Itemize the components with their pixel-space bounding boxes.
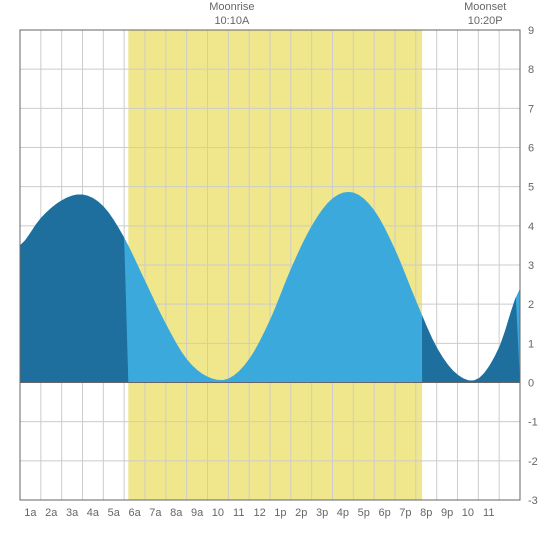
svg-text:3p: 3p <box>316 507 328 519</box>
svg-text:10: 10 <box>212 507 224 519</box>
svg-text:7p: 7p <box>399 507 411 519</box>
header-time: 10:10A <box>202 14 262 28</box>
svg-text:4a: 4a <box>87 507 100 519</box>
svg-text:6: 6 <box>528 143 534 155</box>
moonrise-label: Moonrise10:10A <box>202 0 262 29</box>
header-time: 10:20P <box>455 14 515 28</box>
svg-text:-3: -3 <box>528 495 538 507</box>
svg-text:7: 7 <box>528 103 534 115</box>
svg-text:0: 0 <box>528 378 534 390</box>
svg-text:3: 3 <box>528 260 534 272</box>
svg-text:2a: 2a <box>45 507 58 519</box>
svg-text:8a: 8a <box>170 507 183 519</box>
svg-text:4p: 4p <box>337 507 349 519</box>
svg-text:11: 11 <box>233 507 244 519</box>
svg-text:3a: 3a <box>66 507 79 519</box>
svg-text:2p: 2p <box>295 507 307 519</box>
header-title: Moonrise <box>202 0 262 14</box>
svg-text:6p: 6p <box>378 507 390 519</box>
svg-text:9a: 9a <box>191 507 204 519</box>
svg-text:8: 8 <box>528 64 534 76</box>
svg-text:9: 9 <box>528 25 534 37</box>
svg-text:9p: 9p <box>441 507 453 519</box>
svg-text:5: 5 <box>528 182 534 194</box>
svg-text:1a: 1a <box>24 507 37 519</box>
svg-text:8p: 8p <box>420 507 432 519</box>
svg-text:11: 11 <box>483 507 494 519</box>
svg-text:1: 1 <box>528 338 534 350</box>
svg-text:10: 10 <box>462 507 474 519</box>
tide-chart: -3-2-101234567891a2a3a4a5a6a7a8a9a101112… <box>0 0 550 550</box>
svg-text:2: 2 <box>528 299 534 311</box>
chart-svg: -3-2-101234567891a2a3a4a5a6a7a8a9a101112… <box>0 0 550 550</box>
svg-text:5p: 5p <box>358 507 370 519</box>
svg-text:-1: -1 <box>528 417 538 429</box>
svg-text:12: 12 <box>253 507 265 519</box>
moonset-label: Moonset10:20P <box>455 0 515 29</box>
svg-text:-2: -2 <box>528 456 538 468</box>
svg-text:6a: 6a <box>128 507 141 519</box>
svg-text:5a: 5a <box>108 507 121 519</box>
header-title: Moonset <box>455 0 515 14</box>
svg-text:7a: 7a <box>149 507 162 519</box>
svg-text:4: 4 <box>528 221 534 233</box>
svg-text:1p: 1p <box>274 507 286 519</box>
